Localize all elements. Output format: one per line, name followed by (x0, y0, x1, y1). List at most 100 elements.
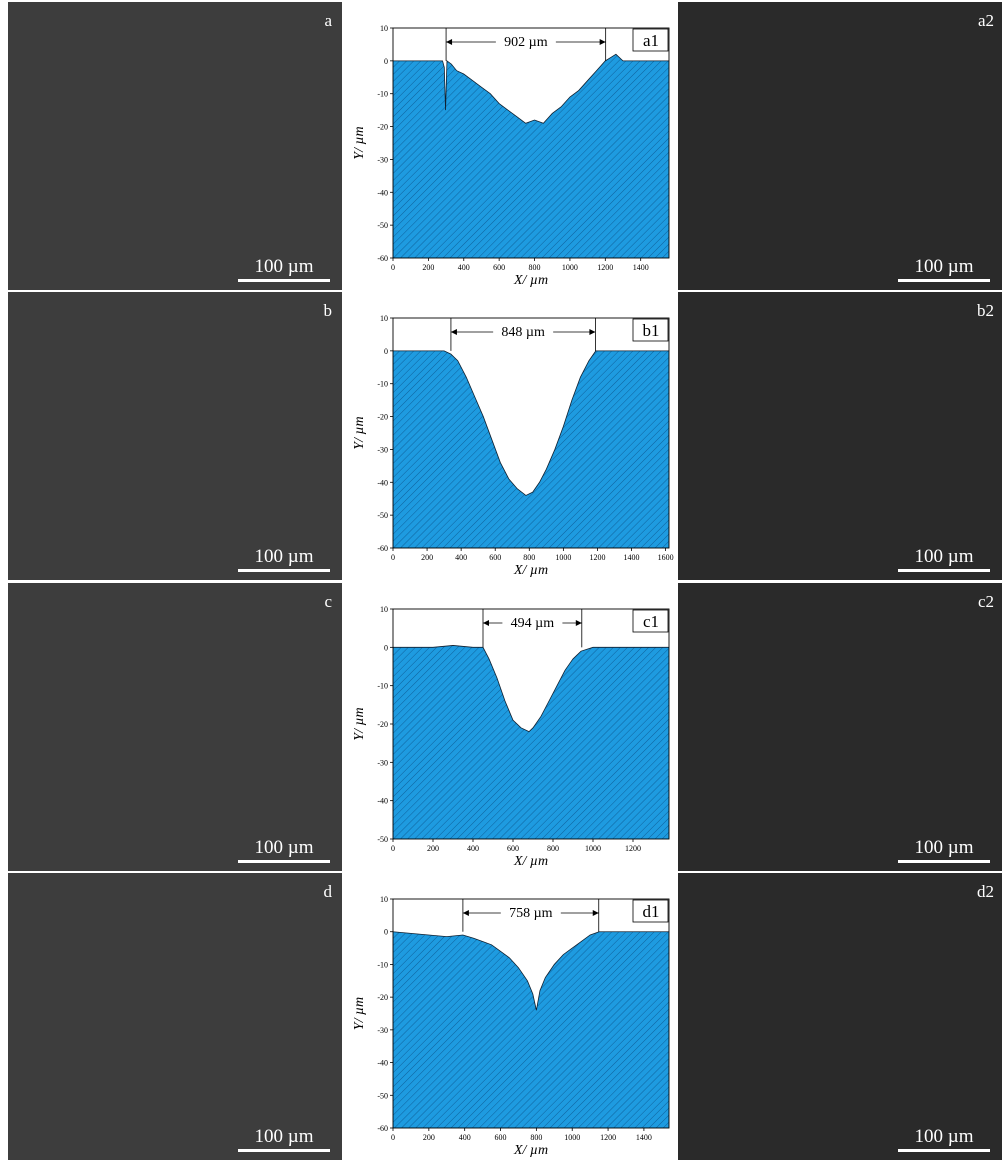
wear-width-label: 902 µm (504, 35, 548, 50)
panel-label: b2 (977, 301, 994, 320)
y-tick-label: -30 (377, 155, 388, 164)
scale-bar-label: 100 µm (254, 256, 314, 277)
x-tick-label: 1400 (636, 1133, 652, 1142)
x-tick-label: 0 (391, 844, 395, 853)
x-tick-label: 200 (422, 263, 434, 272)
x-tick-label: 600 (493, 263, 505, 272)
y-tick-label: -40 (377, 188, 388, 197)
scale-bar: 100 µm (238, 1127, 330, 1152)
wear-width-label: 758 µm (509, 906, 553, 921)
y-tick-label: -10 (377, 90, 388, 99)
x-tick-label: 600 (507, 844, 519, 853)
x-tick-label: 0 (391, 263, 395, 272)
debris-micrograph-a2: a2 100 µm (678, 2, 1002, 290)
x-tick-label: 200 (421, 553, 433, 562)
y-tick-label: -60 (377, 254, 388, 263)
panel-label: a2 (977, 11, 994, 30)
y-tick-label: -10 (377, 682, 388, 691)
profile-line (392, 931, 669, 1011)
x-tick-label: 600 (495, 1133, 507, 1142)
width-arrow-head-left (462, 910, 469, 916)
panel-label: a (324, 11, 332, 30)
y-axis-label: Y/ µm (352, 997, 367, 1030)
profile-line (393, 645, 669, 733)
scale-bar-label: 100 µm (914, 837, 974, 858)
y-tick-label: -40 (377, 478, 388, 487)
x-tick-label: 200 (423, 1133, 435, 1142)
panel-label-box (632, 609, 669, 633)
y-tick-label: -20 (377, 720, 388, 729)
y-tick-label: -30 (377, 1026, 388, 1035)
x-tick-label: 400 (467, 844, 479, 853)
scale-bar-label: 100 µm (254, 546, 314, 567)
profile-chart-b1: 10 0 -10 -20 -30 -40 -50 -60 0 200 400 600 800 1000 12… (345, 292, 675, 580)
x-tick-label: 1200 (597, 263, 613, 272)
sem-micrograph-d: d 100 µm (8, 873, 342, 1160)
scale-bar: 100 µm (238, 257, 330, 282)
sem-micrograph-b: b 100 µm (8, 292, 342, 580)
panel-label: c (324, 592, 332, 611)
profile-chart-svg: 100-10-20-30-40-50-600 200 400 600 800 1000 12… (352, 895, 670, 1158)
scale-bar-label: 100 µm (914, 546, 974, 567)
y-tick-label: -20 (377, 123, 388, 132)
x-axis-label: X/ µm (513, 1143, 548, 1158)
scale-bar: 100 µm (898, 257, 990, 282)
y-tick-label: -60 (377, 1124, 388, 1133)
y-tick-label: 0 (384, 643, 388, 652)
scale-bar: 100 µm (238, 838, 330, 863)
x-tick-label: 1400 (624, 553, 640, 562)
x-axis-label: X/ µm (513, 563, 548, 578)
x-tick-label: 1200 (600, 1133, 616, 1142)
y-tick-label: -30 (377, 445, 388, 454)
profile-area (393, 931, 669, 1128)
wear-width-label: 494 µm (511, 616, 555, 631)
width-arrow-head-right (592, 910, 599, 916)
y-axis-label: Y/ µm (352, 126, 367, 159)
width-arrow-head-right (589, 329, 596, 335)
profile-chart-svg: 100-10-20-30-40-50-600 200 400 600 800 1000 12… (352, 24, 670, 288)
y-tick-label: -60 (377, 544, 388, 553)
y-tick-label: 10 (380, 24, 388, 33)
wear-width-label: 848 µm (501, 325, 545, 340)
x-tick-label: 400 (458, 263, 470, 272)
plot-frame (392, 27, 670, 259)
width-arrow-head-left (483, 620, 489, 626)
profile-chart-c1: 10 0 -10 -20 -30 -40 -50 0 200 400 600 800 1000 1200 X… (345, 583, 675, 871)
panel-label: d1 (643, 902, 660, 921)
profile-chart-svg: 100-10-20-30-40-500 200 400 600 800 1000 1200X… (352, 605, 670, 869)
panel-label: d2 (977, 882, 994, 901)
panel-label: d (323, 882, 333, 901)
x-axis-label: X/ µm (513, 854, 548, 869)
panel-label: c1 (643, 612, 659, 631)
y-tick-label: -50 (377, 1091, 388, 1100)
y-tick-label: 0 (384, 57, 388, 66)
scale-bar: 100 µm (898, 547, 990, 572)
x-tick-label: 1200 (589, 553, 605, 562)
x-tick-label: 1000 (555, 553, 571, 562)
plot-frame (392, 898, 670, 1129)
x-tick-label: 400 (455, 553, 467, 562)
profile-chart-a1: 10 0 -10 -20 -30 -40 -50 -60 0 200 400 600 800 1000 12… (345, 2, 675, 290)
x-tick-label: 1600 (658, 553, 674, 562)
y-tick-label: 0 (384, 347, 388, 356)
plot-frame (392, 317, 670, 549)
y-tick-label: -50 (377, 835, 388, 844)
width-arrow-head-left (446, 39, 453, 45)
y-tick-label: -10 (377, 960, 388, 969)
debris-micrograph-b2: b2 100 µm (678, 292, 1002, 580)
panel-label: b1 (643, 321, 660, 340)
profile-area (393, 350, 669, 548)
y-tick-label: -40 (377, 1059, 388, 1068)
width-label-bg (495, 32, 556, 48)
y-tick-label: -50 (377, 511, 388, 520)
x-axis-label: X/ µm (513, 273, 548, 288)
panel-label: c2 (977, 592, 994, 611)
profile-area (393, 645, 669, 839)
sem-micrograph-a: a 100 µm (8, 2, 342, 290)
debris-micrograph-c2: c2 100 µm (678, 583, 1002, 871)
x-tick-label: 0 (391, 553, 395, 562)
width-label-bg (493, 322, 554, 338)
panel-label: b (323, 301, 333, 320)
profile-chart-d1: 10 0 -10 -20 -30 -40 -50 -60 0 200 400 600 800 1000 12… (345, 873, 675, 1160)
x-tick-label: 400 (459, 1133, 471, 1142)
